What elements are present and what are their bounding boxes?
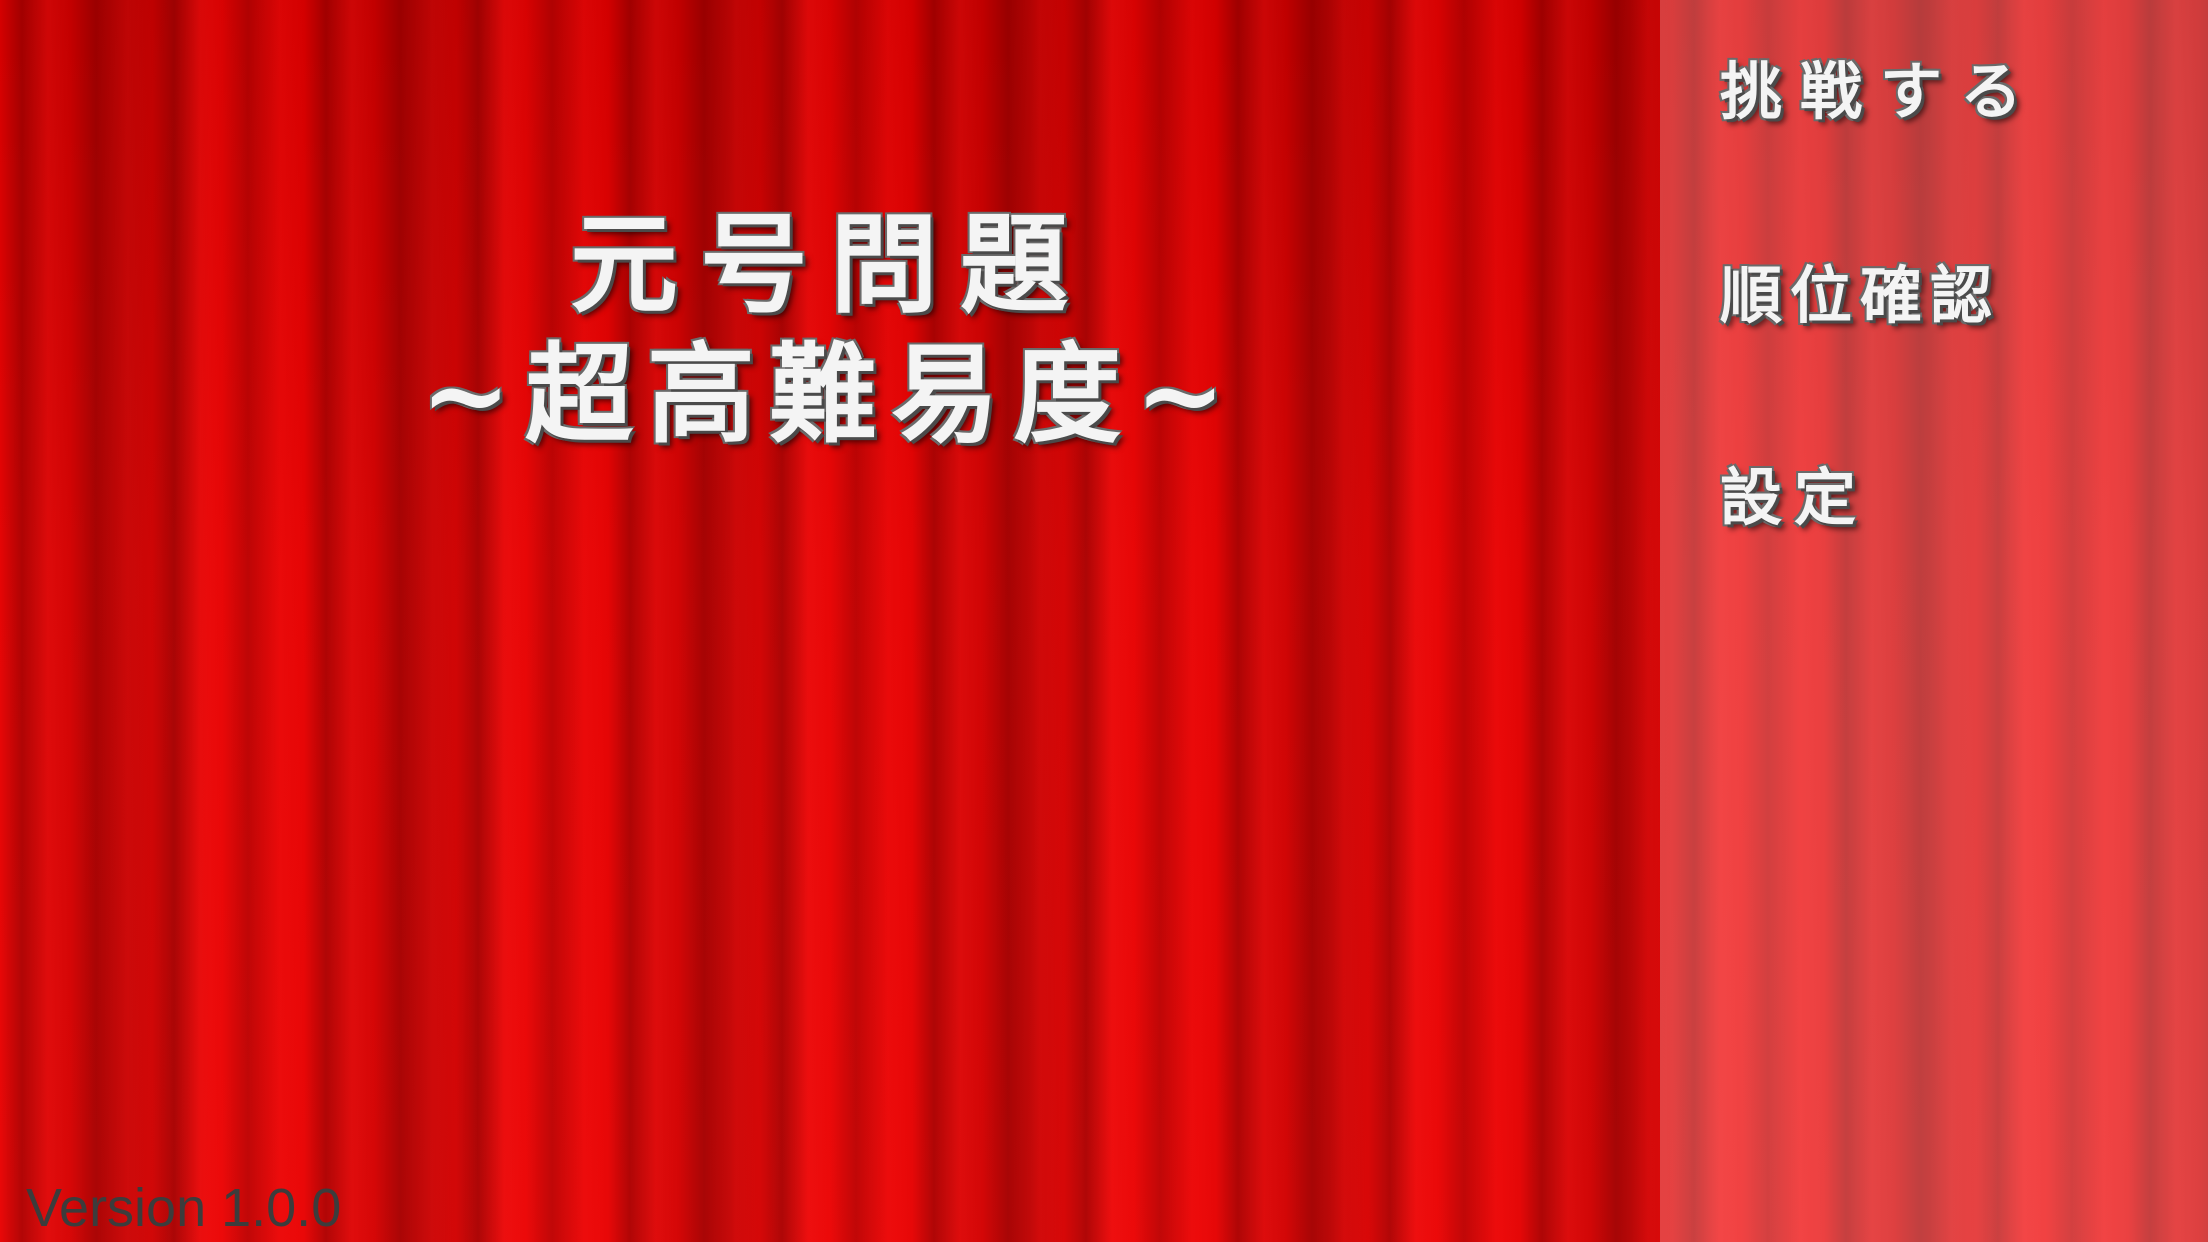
- game-title: 元号問題 ~超高難易度~: [320, 200, 1340, 460]
- settings-button[interactable]: 設定: [1720, 458, 1868, 538]
- game-title-line2: ~超高難易度~: [320, 330, 1340, 460]
- menu-panel: [1660, 0, 2208, 1242]
- game-title-line1: 元号問題: [320, 200, 1340, 330]
- ranking-button[interactable]: 順位確認: [1720, 256, 2000, 336]
- version-label: Version 1.0.0: [26, 1178, 341, 1238]
- challenge-button[interactable]: 挑戦する: [1720, 52, 2040, 132]
